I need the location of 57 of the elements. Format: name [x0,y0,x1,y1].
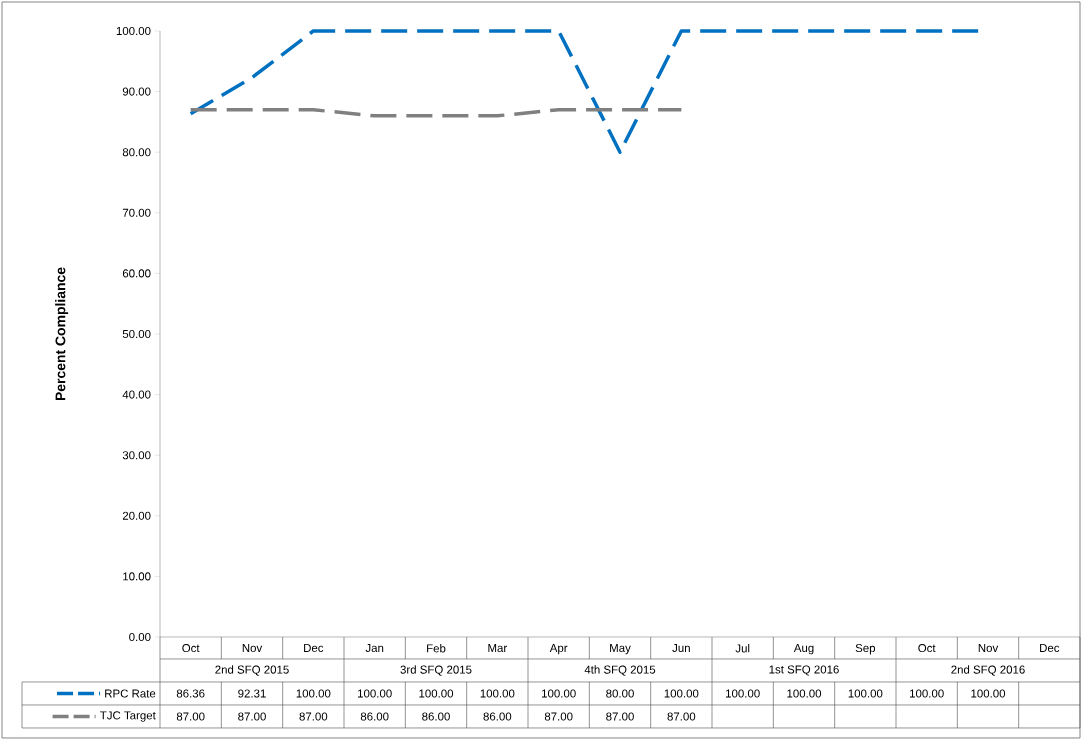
y-tick-label: 10.00 [123,572,151,581]
data-label: 100.00 [419,689,454,698]
text: 2nd SFQ 2016 [951,665,1025,676]
legend-label: RPC Rate [105,689,156,698]
data-label: 86.00 [422,712,450,721]
y-tick-label: 70.00 [122,208,151,217]
x-tick-label: Jun [672,644,690,652]
y-tick-label: 100.00 [116,26,151,36]
x-tick-label: May [610,644,631,655]
data-label: 87.00 [176,712,205,721]
data-label: 100.00 [480,689,515,698]
text: 1st SFQ 2016 [769,665,839,676]
text: 2nd SFQ 2015 [215,665,289,676]
x-tick-label: Jan [365,644,384,652]
data-label: 87.00 [606,712,634,721]
x-tick-label: Nov [978,644,999,652]
x-tick-label: Dec [304,644,324,652]
x-tick-label: Jul [735,644,750,653]
y-tick-label: 20.00 [122,511,151,520]
data-label: 100.00 [358,689,392,698]
data-label: 87.00 [299,712,328,721]
data-label: 100.00 [542,689,576,698]
data-label: 100.00 [726,689,760,698]
text: 3rd SFQ 2015 [400,665,472,676]
data-label: 86.00 [483,712,512,721]
data-label: 100.00 [971,689,1006,698]
data-label: 86.00 [360,712,389,721]
x-tick-label: Oct [182,644,200,653]
data-label: 92.31 [238,689,266,698]
data-label: 87.00 [238,712,266,721]
data-label: 80.00 [606,689,634,698]
data-label: 86.36 [176,689,205,698]
y-tick-label: 0.00 [129,632,151,642]
x-tick-label: Aug [793,644,814,655]
y-tick-label: 80.00 [122,148,151,157]
x-tick-label: Nov [242,644,263,652]
y-tick-label: 30.00 [122,451,151,460]
y-tick-label: 60.00 [122,269,151,278]
y-tick-label: 50.00 [122,329,151,339]
data-label: 100.00 [787,689,822,698]
x-tick-label: Feb [427,644,446,653]
x-tick-label: Oct [918,644,936,653]
data-label: 100.00 [848,689,883,698]
x-tick-label: Mar [488,644,508,652]
x-tick-label: Sep [855,644,876,655]
data-label: 87.00 [667,712,696,721]
x-tick-label: Apr [549,644,568,655]
data-label: 100.00 [664,689,699,698]
x-tick-label: Dec [1040,644,1060,652]
y-tick-label: 40.00 [122,390,151,399]
y-axis-title: Percent Compliance [55,267,69,401]
data-label: 87.00 [544,712,573,721]
data-label: 100.00 [296,689,331,698]
legend-label: TJC Target [100,711,156,722]
text: 4th SFQ 2015 [584,665,656,676]
y-tick-label: 90.00 [122,87,151,96]
data-label: 100.00 [910,689,944,698]
